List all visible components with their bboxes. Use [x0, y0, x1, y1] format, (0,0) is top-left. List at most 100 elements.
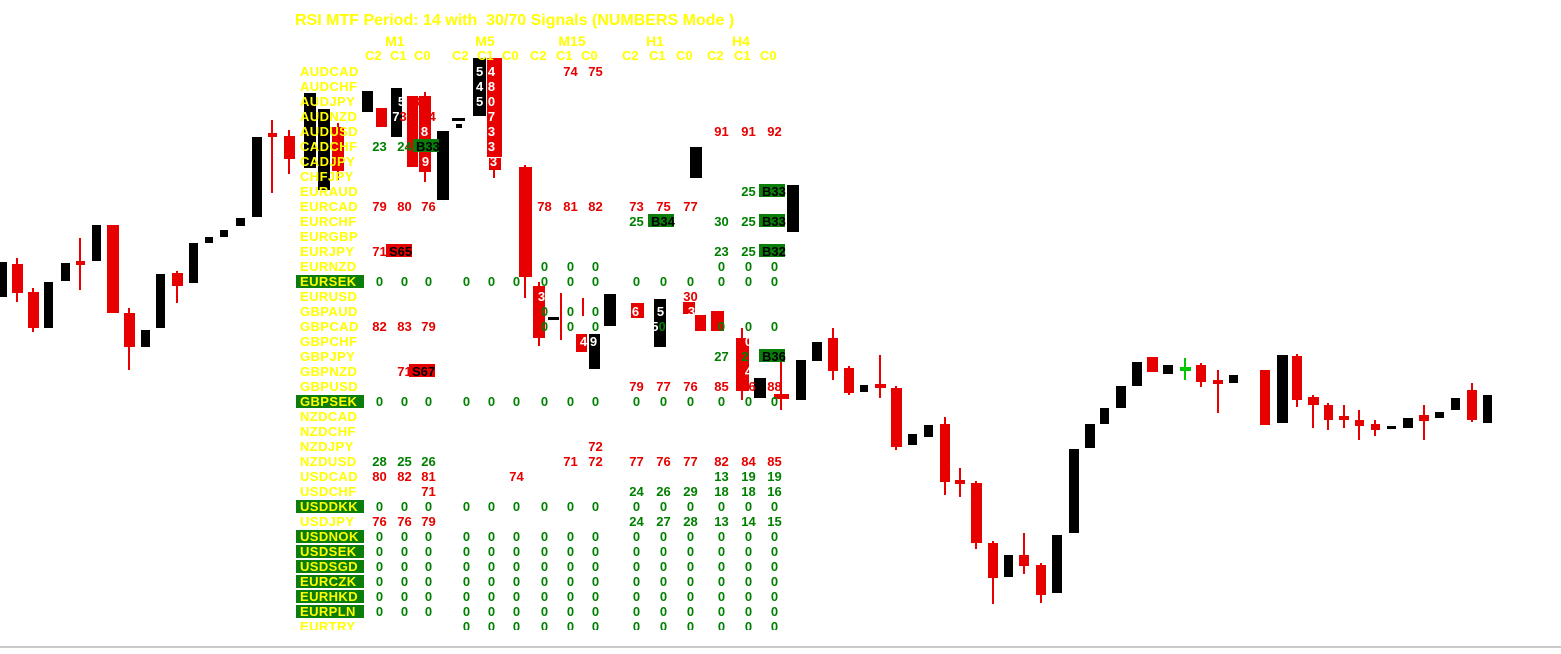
candle-bear-body	[268, 133, 277, 137]
rsi-value-cell: 79	[371, 200, 388, 213]
rsi-value: 0	[462, 394, 471, 409]
rsi-value: 0	[540, 499, 549, 514]
rsi-value: 0	[375, 499, 384, 514]
rsi-value: 0	[770, 559, 779, 574]
rsi-value-cell: 0	[536, 530, 553, 543]
rsi-value-cell: 0	[740, 530, 757, 543]
candle-bull-body	[220, 230, 228, 237]
rsi-value: 0	[462, 574, 471, 589]
rsi-value: 0	[744, 499, 753, 514]
rsi-value-cell: 0	[536, 620, 553, 633]
rsi-value: 0	[566, 559, 575, 574]
rsi-value-cell: B34	[651, 215, 675, 228]
candle-bear-body	[1180, 367, 1191, 371]
rsi-value-cell: 0	[396, 275, 413, 288]
pair-label: EURCHF	[300, 214, 357, 229]
pair-label: EURNZD	[300, 259, 357, 274]
rsi-value-cell: 0	[396, 395, 413, 408]
shift-column-header: C2	[530, 48, 547, 63]
rsi-value-cell: 71	[420, 485, 437, 498]
candle-bear-body	[891, 388, 902, 447]
candle-bear-body	[28, 292, 39, 328]
rsi-value-cell: B36	[762, 350, 786, 363]
rsi-value-cell: 0	[740, 260, 757, 273]
rsi-value-cell: 77	[682, 200, 699, 213]
rsi-value-cell: B33	[762, 215, 786, 228]
rsi-value-cell: 0	[562, 275, 579, 288]
rsi-value-cell: 0	[628, 395, 645, 408]
candle-bear-body	[631, 303, 644, 318]
candle-bear-body	[875, 384, 886, 388]
rsi-value: 23	[372, 139, 387, 154]
rsi-value: 85	[714, 379, 729, 394]
rsi-value-cell: 0	[740, 560, 757, 573]
rsi-value: 0	[424, 529, 433, 544]
rsi-value: 91	[741, 124, 756, 139]
rsi-value: 0	[566, 394, 575, 409]
rsi-value: 0	[512, 619, 521, 634]
rsi-value-cell: 0	[655, 530, 672, 543]
rsi-value: 25	[741, 244, 756, 259]
pair-highlight-box	[296, 604, 364, 618]
rsi-value: 8	[748, 349, 756, 364]
rsi-value-cell: 0	[628, 560, 645, 573]
shift-column-header: C0	[676, 48, 693, 63]
rsi-value: 0	[400, 574, 409, 589]
rsi-value: 81	[421, 469, 436, 484]
rsi-value-cell: 0	[371, 545, 388, 558]
pair-label: GBPSEK	[300, 394, 358, 409]
rsi-value: 0	[717, 589, 726, 604]
rsi-value: 0	[744, 394, 753, 409]
rsi-value-cell: 0	[420, 500, 437, 513]
candle-bull-body	[205, 237, 213, 243]
rsi-value-cell: 0	[655, 605, 672, 618]
rsi-value: 74	[421, 109, 436, 124]
rsi-value: 0	[591, 544, 600, 559]
rsi-value: 0	[717, 499, 726, 514]
rsi-value: 0	[717, 274, 726, 289]
candle-bear-body	[284, 136, 295, 159]
shift-column-header: C2	[707, 48, 724, 63]
rsi-value-cell: 3	[683, 305, 700, 318]
rsi-value: 72	[588, 439, 603, 454]
rsi-value: 27	[714, 349, 729, 364]
rsi-value: 0	[566, 544, 575, 559]
candle-bull-body	[796, 360, 806, 400]
rsi-value-cell: 16	[766, 485, 783, 498]
pair-label: EURSEK	[300, 274, 357, 289]
rsi-value-cell: 0	[740, 395, 757, 408]
rsi-value: 0	[686, 529, 695, 544]
rsi-value-cell: B32	[762, 245, 786, 258]
shift-column-header: C1	[649, 48, 666, 63]
candle-bear-body	[828, 338, 838, 371]
rsi-value: 0	[566, 604, 575, 619]
candle-bear-body	[12, 264, 23, 293]
rsi-value-cell: 4	[740, 365, 757, 378]
rsi-value-cell: 24	[396, 140, 413, 153]
shift-column-header: C0	[760, 48, 777, 63]
candle-bear-body	[971, 483, 982, 543]
rsi-value-cell: 5	[652, 305, 669, 318]
rsi-value: 0	[540, 274, 549, 289]
rsi-value: 74	[563, 64, 578, 79]
rsi-value-cell: 0	[420, 560, 437, 573]
rsi-value: 0	[591, 529, 600, 544]
rsi-value: 0	[744, 259, 753, 274]
candle-bear-body	[711, 311, 724, 331]
candle-wick	[1423, 405, 1425, 440]
candle-bull-body	[1100, 408, 1109, 424]
pair-label: AUDUSD	[300, 124, 359, 139]
rsi-value: 26	[421, 454, 436, 469]
rsi-value: 30	[714, 214, 729, 229]
pair-label: EURCAD	[300, 199, 359, 214]
rsi-value: 0	[512, 499, 521, 514]
rsi-value-cell: 0	[508, 275, 525, 288]
rsi-value: 5	[656, 304, 665, 319]
pair-highlight-box	[296, 574, 364, 588]
rsi-value: 0	[632, 604, 641, 619]
rsi-value: 8	[487, 79, 496, 94]
rsi-value: 0	[487, 94, 496, 109]
candle-bear-body	[407, 96, 418, 167]
candle-bear-body	[1308, 397, 1319, 405]
